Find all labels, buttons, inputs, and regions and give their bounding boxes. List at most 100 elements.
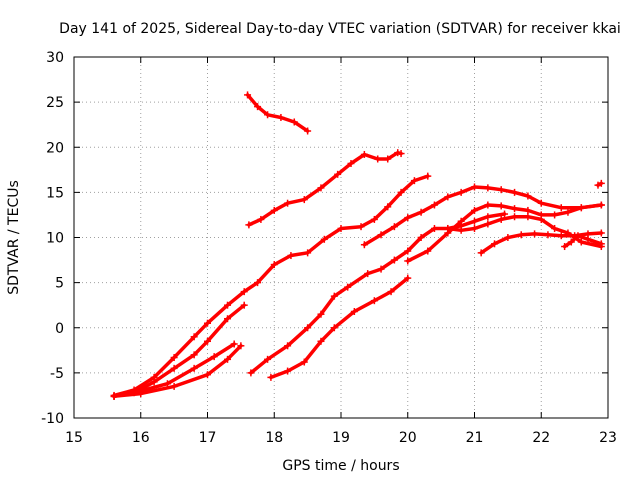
data-point [370,215,378,223]
data-point [110,392,118,400]
grid [74,57,608,418]
data-point [584,235,592,243]
data-point [290,118,298,126]
y-tick-label: 15 [46,185,64,201]
data-point [424,247,432,255]
data-point [190,351,198,359]
data-point [330,324,338,332]
data-point [484,201,492,209]
series-line [479,231,604,255]
data-point [317,337,325,345]
series-line [112,174,430,398]
data-point [511,188,519,196]
data-point [224,355,232,363]
x-tick-label: 17 [199,430,217,446]
data-series [110,91,605,400]
data-point [284,367,292,375]
data-point [417,208,425,216]
series-track-13 [561,232,605,251]
x-tick-label: 16 [132,430,150,446]
data-point [497,215,505,223]
y-tick-label: 5 [55,276,64,292]
data-point [557,204,565,212]
data-point [344,283,352,291]
data-point [257,215,265,223]
data-point [170,354,178,362]
data-point [397,188,405,196]
data-point [574,232,582,240]
data-point [237,342,245,350]
data-point [224,301,232,309]
series-track-3 [110,172,432,399]
x-tick-label: 20 [399,430,417,446]
data-point [360,241,368,249]
data-point [430,224,438,232]
data-point [484,213,492,221]
series-track-12 [477,229,605,257]
data-point [484,220,492,228]
data-point [254,279,262,287]
data-point [245,221,253,229]
data-point [404,257,412,265]
data-point [457,188,465,196]
data-point [204,319,211,327]
data-point [484,184,492,192]
data-point [244,91,252,99]
data-point [511,205,519,213]
data-point [561,243,569,251]
data-point [330,292,338,300]
x-tick-label: 23 [599,430,617,446]
y-tick-label: 10 [46,231,64,247]
data-point [537,199,545,207]
data-point [497,202,505,210]
data-point [597,201,605,209]
data-point [264,355,272,363]
data-point [504,234,512,241]
y-tick-label: -10 [41,411,64,427]
data-point [137,390,145,398]
data-point [304,249,312,257]
x-tick-label: 21 [466,430,484,446]
data-point [597,229,605,237]
data-point [597,179,605,187]
data-point [230,340,238,348]
data-point [551,224,559,232]
data-point [524,206,532,214]
series-track-9 [360,183,605,249]
data-point [304,324,312,332]
data-point [384,155,392,163]
data-point [247,369,255,377]
data-point [254,103,262,111]
series-track-11 [444,210,509,232]
data-point [377,265,385,273]
data-point [204,371,211,379]
data-point [397,150,405,158]
data-point [317,184,325,192]
series-track-6 [110,342,245,400]
data-point [471,183,478,191]
data-point [457,222,465,230]
data-point [384,203,392,211]
data-point [517,231,525,239]
data-point [491,240,499,248]
data-point [347,159,355,167]
data-point [240,301,248,309]
data-point [364,270,372,278]
data-point [501,210,509,218]
series-line [112,344,243,399]
series-track-10 [404,201,605,265]
data-point [387,288,395,296]
data-point [557,232,565,240]
data-point [204,337,211,345]
series-track-2 [245,149,405,229]
data-point [477,249,485,257]
data-point [471,217,478,225]
data-point [150,378,158,386]
data-point [270,206,278,214]
data-point [350,308,358,316]
data-point [471,206,478,214]
data-point [377,231,385,239]
data-point [390,256,398,264]
x-tick-label: 19 [332,430,350,446]
